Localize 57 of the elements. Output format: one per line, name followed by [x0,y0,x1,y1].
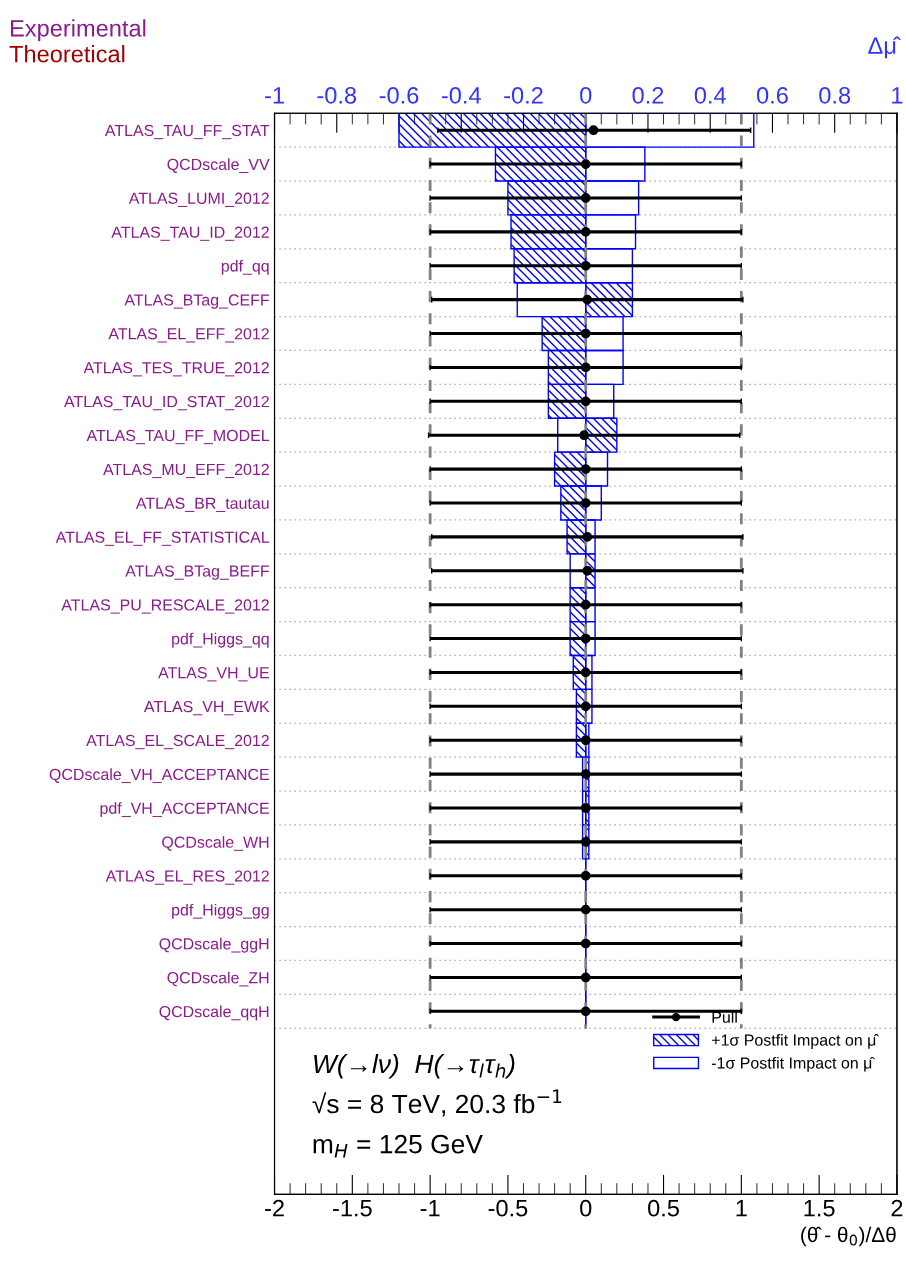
x-tick-label: 0.2 [632,87,664,104]
y-tick-label: ATLAS_TAU_ID_2012 [111,226,269,241]
y-tick-label: QCDscale_qqH [159,1005,269,1021]
x2-tick-label: 1 [736,1200,747,1217]
y-tick-label: ATLAS_BR_tautau [135,497,269,512]
y-tick-label: ATLAS_TAU_FF_MODEL [86,429,270,445]
y-tick-label: ATLAS_TAU_FF_STAT [104,124,270,140]
y-tick-label: ATLAS_EL_EFF_2012 [108,328,269,343]
x2-tick-label: -1 [420,1200,440,1217]
x-tick-label: -1 [265,87,284,104]
y-tick-label: pdf_Higgs_gg [172,903,269,919]
x-tick-label: 0.8 [819,87,851,104]
x-axis-title: Δμ̂ [868,36,901,59]
x-tick-label: 1 [892,87,903,104]
y-tick-label: ATLAS_LUMI_2012 [128,192,269,207]
y-tick-label: QCDscale_ZH [167,971,269,987]
x2-axis-title: (θ̂ - θ$_{0}$)/Δθ [801,1226,896,1247]
y-tick-label: QCDscale_ggH [159,937,269,953]
x-tick-label: -0.4 [441,87,481,104]
text: W(→lν) H(→τ$_{l}$τ$_{h}$) [314,1053,515,1079]
x-tick-label: 0.6 [756,87,788,104]
y-tick-label: ATLAS_TAU_ID_STAT_2012 [64,395,269,411]
x-tick-label: 0.4 [694,87,726,104]
y-tick-label: pdf_VH_ACCEPTANCE [100,802,269,818]
y-tick-label: ATLAS_EL_SCALE_2012 [86,734,269,750]
y-tick-label: ATLAS_BTag_BEFF [125,565,270,580]
y-tick-label: ATLAS_VH_EWK [143,700,270,716]
x-tick-label: -0.6 [379,87,419,104]
y-tick-label: QCDscale_VH_ACCEPTANCE [49,768,269,784]
text: Theoretical [9,45,125,63]
legend-label: -1σ Postfit Impact on μ̂ [711,1056,875,1072]
y-tick-label: ATLAS_EL_RES_2012 [105,870,269,885]
x2-tick-label: -2 [265,1199,284,1217]
y-tick-label: ATLAS_VH_UE [158,667,269,682]
x-tick-label: -0.8 [317,87,357,104]
y-tick-label: ATLAS_MU_EFF_2012 [103,463,269,479]
x-tick-label: -0.2 [504,87,543,104]
y-tick-label: pdf_Higgs_qq [172,632,269,648]
x2-tick-label: 1.5 [804,1200,835,1217]
x-tick-label: 0 [580,87,592,104]
text: m$_{H}$ = 125 GeV [313,1134,483,1158]
x2-tick-label: 2 [891,1199,903,1217]
legend-label: +1σ Postfit Impact on μ̂ [712,1033,879,1049]
y-tick-label: ATLAS_EL_FF_STATISTICAL [55,531,270,546]
y-tick-label: QCDscale_VV [167,158,270,174]
y-tick-label: ATLAS_BTag_CEFF [124,294,270,309]
x2-tick-label: 0 [580,1199,592,1217]
x2-tick-label: -1.5 [333,1200,372,1217]
legend-label: Pull [712,1011,737,1023]
y-tick-label: pdf_qq [221,259,269,275]
x2-tick-label: -0.5 [488,1199,528,1217]
y-tick-label: ATLAS_PU_RESCALE_2012 [61,599,269,614]
y-tick-label: QCDscale_WH [162,836,269,851]
x2-tick-label: 0.5 [648,1199,679,1217]
text: Experimental [11,19,146,42]
text: √s = 8 TeV, 20.3 fb$^{−1}$ [312,1089,562,1117]
y-tick-label: ATLAS_TES_TRUE_2012 [83,362,269,377]
